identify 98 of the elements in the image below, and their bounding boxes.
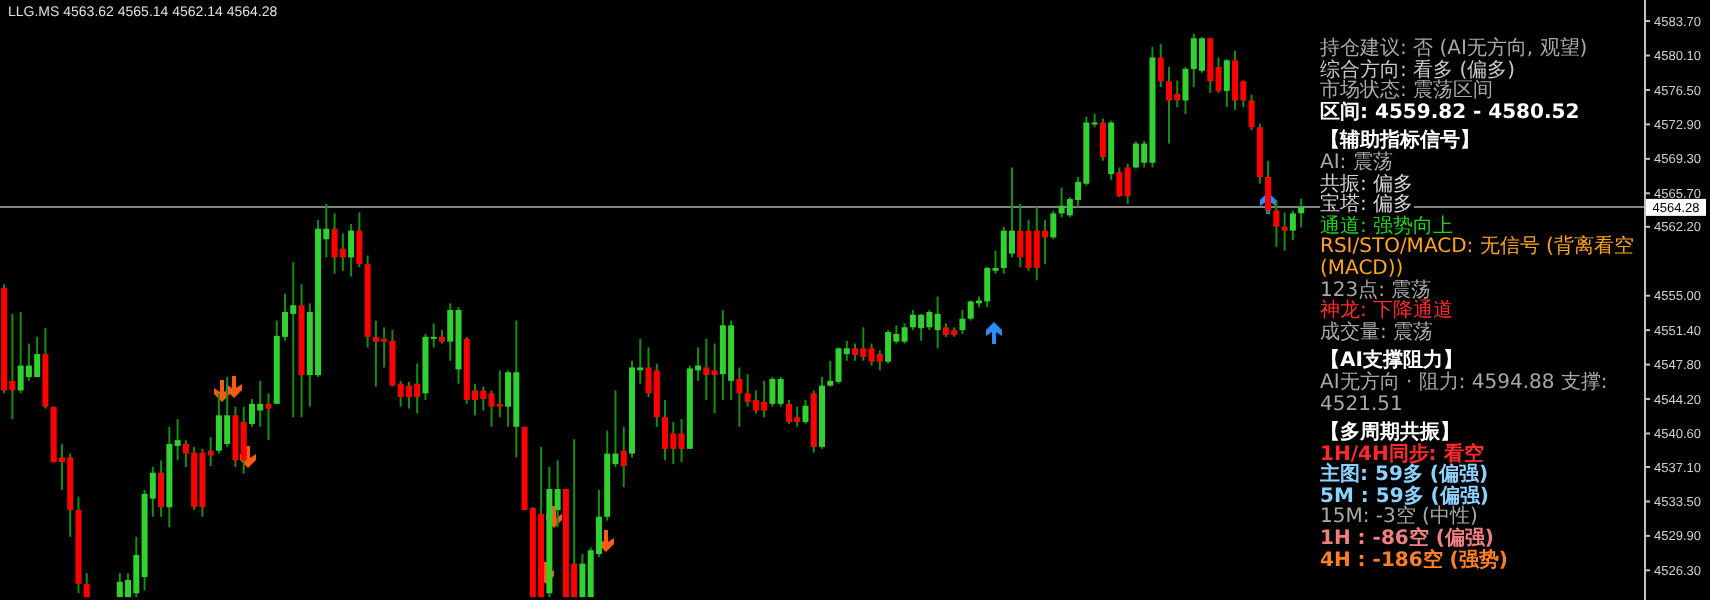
annotation: 宝塔: 偏多 [1320, 194, 1414, 218]
candlestick [934, 295, 941, 350]
candlestick [1050, 209, 1057, 241]
candlestick [339, 232, 346, 272]
candlestick [1207, 37, 1214, 94]
candlestick [620, 425, 627, 489]
annotation: 主图: 59多 (偏强) [1320, 464, 1489, 488]
candlestick [1058, 186, 1065, 219]
candlestick [918, 312, 925, 342]
annotation: AI无方向 · 阻力: 4594.88 支撑: 4521.51 [1320, 371, 1636, 417]
candlestick [1000, 225, 1007, 275]
candlestick [579, 553, 586, 599]
annotation: 市场状态: 震荡区间 [1320, 80, 1494, 104]
candlestick [711, 342, 718, 415]
candlestick [1099, 117, 1106, 162]
annotation: 4H : -186空 (强势) [1320, 549, 1508, 573]
candlestick [777, 376, 784, 408]
candlestick [1232, 49, 1239, 112]
annotation: 持仓建议: 否 (AI无方向, 观望) [1320, 38, 1588, 62]
candlestick [678, 418, 685, 464]
candlestick [835, 346, 842, 385]
candlestick [505, 369, 512, 428]
candlestick [1281, 211, 1288, 252]
candlestick [331, 212, 338, 275]
candlestick [1124, 162, 1131, 205]
candlestick [356, 211, 363, 268]
candlestick [885, 329, 892, 365]
candlestick [1042, 219, 1049, 266]
candlestick [1223, 58, 1230, 109]
candlestick [1289, 209, 1296, 242]
candlestick [571, 438, 578, 599]
candlestick [967, 299, 974, 322]
candlestick [34, 335, 41, 379]
candlestick [372, 319, 379, 388]
candlestick [794, 405, 801, 428]
candlestick [414, 362, 421, 415]
candlestick [1033, 205, 1040, 282]
annotation: 成交量: 震荡 [1320, 321, 1434, 345]
candlestick [1132, 140, 1139, 170]
annotation: 【辅助指标信号】 [1320, 130, 1480, 154]
candlestick [802, 399, 809, 425]
annotation: AI: 震荡 [1320, 151, 1393, 176]
candlestick [670, 421, 677, 466]
candlestick [290, 261, 297, 419]
candlestick [1199, 36, 1206, 74]
candlestick [265, 392, 272, 442]
candlestick [1190, 32, 1197, 89]
annotation: 通道: 强势向上 [1320, 215, 1454, 239]
annotation: RSI/STO/MACD: 无信号 (背离看空(MACD)) [1320, 236, 1636, 282]
candlestick [653, 362, 660, 428]
candlestick [959, 309, 966, 335]
candlestick [662, 399, 669, 462]
candlestick [1265, 159, 1272, 215]
candlestick [1174, 79, 1181, 109]
candlestick [769, 376, 776, 408]
annotation: 1H : -86空 (偏强) [1320, 528, 1494, 552]
annotation: 区间: 4559.82 - 4580.52 [1320, 101, 1580, 125]
candlestick [240, 405, 247, 475]
candlestick [480, 385, 487, 412]
candlestick [215, 392, 222, 455]
candlestick [257, 379, 264, 428]
candlestick [1157, 43, 1164, 89]
annotation: 【多周期共振】 [1320, 422, 1460, 446]
candlestick [876, 349, 883, 372]
candlestick [1273, 199, 1280, 248]
candlestick [248, 398, 255, 428]
annotation: 5M : 59多 (偏强) [1320, 485, 1489, 509]
candlestick [232, 405, 239, 468]
candlestick [703, 337, 710, 401]
candlestick [1248, 93, 1255, 132]
candlestick [488, 389, 495, 428]
candlestick [901, 322, 908, 345]
candlestick [224, 376, 231, 448]
candlestick [744, 373, 751, 408]
candlestick [785, 399, 792, 425]
annotation: 神龙: 下降通道 [1320, 300, 1454, 324]
annotation: 【AI支撑阻力】 [1320, 350, 1463, 374]
candlestick [1182, 65, 1189, 115]
candlestick [752, 389, 759, 415]
candlestick [868, 342, 875, 367]
candlestick [926, 309, 933, 332]
candlestick [909, 309, 916, 332]
candlestick [447, 302, 454, 362]
candlestick [736, 366, 743, 428]
candlestick [158, 459, 165, 518]
candlestick [405, 380, 412, 410]
candlestick [17, 310, 24, 395]
candlestick [348, 222, 355, 278]
candlestick [1025, 219, 1032, 272]
candlestick [860, 326, 867, 362]
candlestick [1017, 202, 1024, 268]
candlestick [1165, 65, 1172, 145]
candlestick [761, 379, 768, 419]
candlestick [1116, 166, 1123, 199]
candlestick [984, 265, 991, 309]
candlestick [496, 369, 503, 419]
candlestick [25, 342, 32, 382]
candlestick [1298, 197, 1305, 229]
